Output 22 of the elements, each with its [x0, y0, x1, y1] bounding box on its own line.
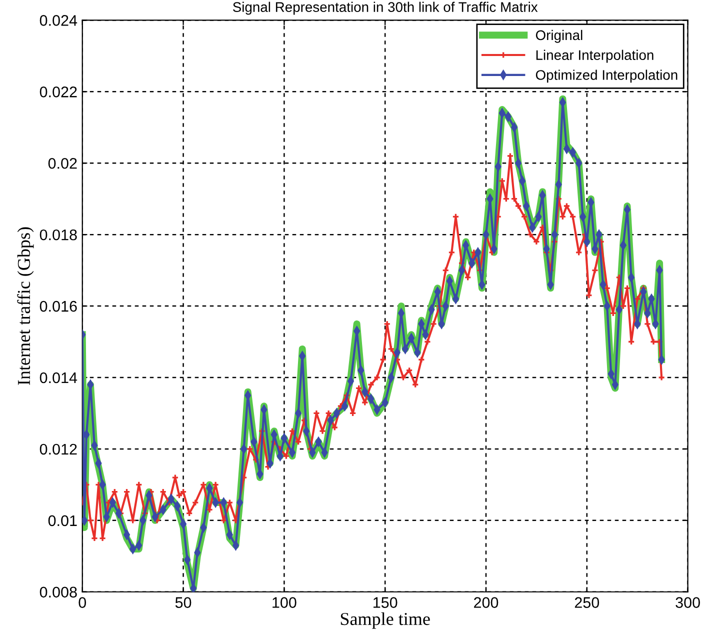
x-tick-label: 100 [272, 597, 296, 608]
x-tick-label: 0 [78, 597, 86, 608]
y-tick-label: 0.01 [48, 515, 77, 526]
x-tick-label: 150 [374, 597, 398, 608]
y-tick-label: 0.016 [40, 300, 77, 312]
y-tick-label: 0.018 [40, 229, 77, 240]
x-tick-label: 300 [676, 597, 700, 608]
y-axis-title: Internet traffic (Gbps) [17, 227, 34, 385]
y-tick-label: 0.012 [40, 444, 77, 455]
y-tick-label: 0.02 [48, 158, 77, 169]
y-tick-label: 0.024 [40, 15, 78, 26]
x-tick-label: 50 [175, 597, 192, 608]
y-tick-label: 0.014 [40, 372, 78, 384]
x-axis-title: Sample time [340, 612, 430, 629]
legend-label: Optimized Interpolation [536, 70, 678, 83]
legend-label: Original [536, 30, 582, 43]
chart-title: Signal Representation in 30th link of Traffic Matrix [232, 2, 538, 15]
y-tick-label: 0.008 [40, 586, 77, 598]
y-tick-label: 0.022 [40, 86, 77, 98]
x-tick-label: 250 [574, 597, 600, 608]
legend-label: Linear Interpolation [536, 50, 654, 63]
x-tick-label: 200 [474, 597, 498, 608]
